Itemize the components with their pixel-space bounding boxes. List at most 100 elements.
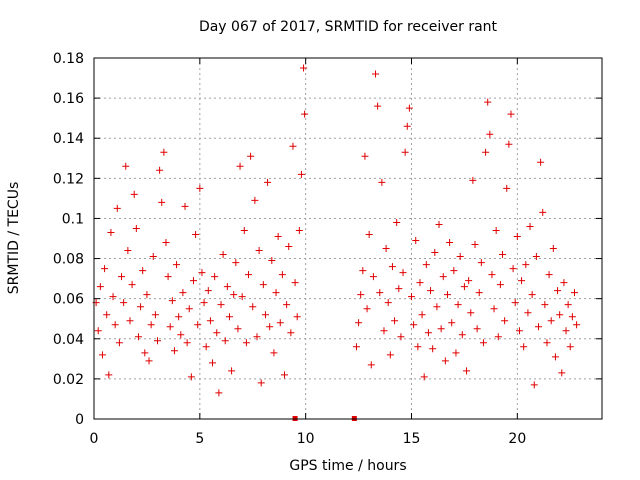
x-tick-label: 0 — [90, 431, 99, 447]
data-point — [433, 303, 441, 311]
data-point — [149, 253, 157, 261]
data-point — [503, 184, 511, 192]
data-point — [443, 291, 451, 299]
data-point — [556, 311, 564, 319]
data-point — [232, 259, 240, 267]
data-point — [242, 339, 250, 347]
data-point — [175, 313, 183, 321]
data-point — [460, 283, 468, 291]
data-point — [511, 299, 519, 307]
data-point — [168, 297, 176, 305]
data-point — [374, 102, 382, 110]
data-point — [154, 337, 161, 345]
data-point — [465, 277, 473, 285]
data-point — [179, 289, 187, 297]
data-point — [549, 245, 557, 253]
data-point — [359, 267, 367, 275]
axis-ticks — [93, 57, 602, 420]
data-point — [494, 333, 502, 341]
data-point — [170, 347, 178, 355]
data-point — [448, 319, 456, 327]
data-point — [300, 64, 308, 72]
data-point — [541, 301, 549, 309]
data-point — [431, 249, 439, 257]
x-tick-label: 5 — [195, 431, 204, 447]
data-point — [386, 351, 394, 359]
data-point — [439, 273, 447, 281]
data-point — [115, 339, 123, 347]
data-point — [518, 277, 526, 285]
data-point — [247, 152, 255, 160]
data-point — [223, 283, 231, 291]
data-point — [194, 321, 202, 329]
data-point — [264, 178, 272, 186]
data-point — [234, 325, 242, 333]
data-point — [522, 261, 530, 269]
data-point — [560, 279, 568, 287]
data-point — [134, 333, 142, 341]
data-point — [352, 343, 360, 351]
data-point — [143, 291, 151, 299]
data-point — [380, 327, 388, 335]
data-point — [283, 301, 291, 309]
data-point — [537, 158, 545, 166]
data-points — [92, 64, 581, 421]
data-point — [139, 267, 147, 275]
y-axis-title: SRMTID / TECUs — [6, 182, 22, 295]
data-point — [463, 367, 471, 375]
data-point — [530, 381, 538, 389]
y-tick-label: 0.16 — [53, 91, 84, 107]
data-point — [482, 148, 490, 156]
data-point — [278, 271, 286, 279]
data-point — [452, 349, 460, 357]
data-point — [416, 279, 424, 287]
data-point — [276, 319, 284, 327]
x-tick-label: 10 — [297, 431, 315, 447]
data-point — [94, 327, 102, 335]
data-point — [367, 361, 375, 369]
data-point — [410, 321, 418, 329]
data-point — [266, 323, 274, 331]
data-point — [545, 271, 553, 279]
data-point — [505, 140, 513, 148]
data-point — [435, 220, 443, 228]
data-point — [253, 333, 261, 341]
data-point — [281, 371, 288, 379]
data-point — [219, 251, 227, 259]
data-point — [162, 239, 170, 247]
data-point — [173, 261, 181, 269]
data-point — [128, 281, 136, 289]
data-point — [357, 291, 365, 299]
tick-labels: 0 0.02 0.04 0.06 0.08 0.1 0.12 0.14 0.16 0.18 0 5 10… — [53, 51, 526, 447]
data-point — [217, 301, 225, 309]
data-point — [427, 287, 435, 295]
data-point — [196, 184, 204, 192]
data-point — [204, 287, 212, 295]
data-point — [221, 337, 229, 345]
data-point — [177, 331, 185, 339]
data-point — [378, 178, 386, 186]
data-point — [164, 273, 172, 281]
data-point — [185, 305, 193, 313]
data-point — [515, 327, 523, 335]
y-tick-label: 0.02 — [53, 372, 84, 388]
x-tick-label: 15 — [403, 431, 421, 447]
y-tick-label: 0.18 — [53, 51, 84, 67]
data-point — [570, 289, 578, 297]
data-point — [301, 110, 309, 118]
data-point — [109, 293, 117, 301]
data-point — [391, 317, 399, 325]
data-point — [156, 166, 164, 174]
data-point — [268, 257, 276, 265]
data-point — [236, 162, 244, 170]
data-point — [293, 313, 301, 321]
data-point — [467, 309, 475, 317]
plot-frame — [93, 57, 603, 420]
y-tick-label: 0.1 — [62, 211, 84, 227]
data-point — [488, 271, 496, 279]
data-point — [147, 321, 155, 329]
data-point — [230, 291, 238, 299]
data-point — [492, 226, 500, 234]
data-point — [551, 353, 559, 361]
